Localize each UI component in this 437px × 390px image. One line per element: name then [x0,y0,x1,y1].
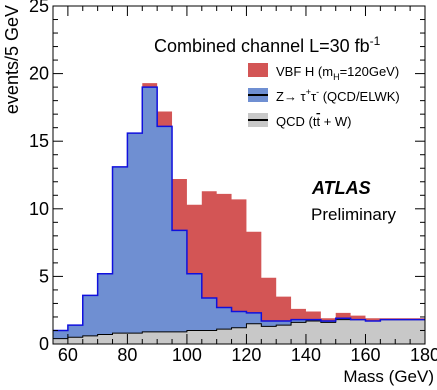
legend-label-z-tautau: Z→ τ+τ- (QCD/ELWK) [276,87,400,104]
bin-bar-s2-11 [217,194,232,308]
bin-bar-s1-10 [202,298,217,330]
legend-swatch-vbf-h [248,63,268,77]
bin-bar-s0-22 [380,320,395,344]
legend-label-qcd: QCD (tt + W) [276,114,352,129]
bin-bar-s0-14 [261,326,276,344]
y-tick-label-0: 0 [39,334,49,354]
plot-frame [52,5,426,345]
x-tick-label-180: 180 [410,345,437,365]
bin-bar-s2-7 [157,111,172,126]
bin-bar-s1-2 [83,295,98,336]
y-tick-label-20: 20 [29,64,49,84]
bin-bar-s0-23 [395,320,410,344]
z-tautau-edge-line [53,86,425,340]
bin-bar-s0-2 [83,336,98,344]
chart-title: Combined channel L=30 fb-1 [154,34,381,56]
bin-bar-s0-6 [142,332,157,344]
atlas-preliminary-label: Preliminary [311,205,397,224]
bin-bar-s0-19 [336,320,351,344]
bin-bar-s0-7 [157,332,172,344]
legend: VBF H (mH=120GeV) Z→ τ+τ- (QCD/ELWK) QCD… [248,63,400,129]
y-axis-label: events/5 GeV [2,5,22,114]
bin-bar-s2-13 [246,232,261,313]
series-area-1 [53,87,425,339]
y-tick-label-15: 15 [29,131,49,151]
x-tick-label-80: 80 [117,345,137,365]
bin-bar-s1-9 [187,274,202,331]
bin-bar-s1-3 [98,274,113,335]
legend-item-vbf-h: VBF H (mH=120GeV) [248,63,399,82]
y-tick-label-5: 5 [39,266,49,286]
bin-bar-s1-0 [53,330,68,338]
bin-bar-s0-12 [232,328,247,344]
bin-bar-s0-11 [217,329,232,344]
axis-tick-labels: 60 80 100 120 140 160 180 0 5 10 15 20 25 [29,0,437,365]
bin-bar-s0-15 [276,325,291,344]
x-tick-label-60: 60 [58,345,78,365]
series-area-2 [53,83,425,331]
y-tick-label-25: 25 [29,0,49,16]
legend-label-vbf-h: VBF H (mH=120GeV) [276,64,399,82]
bin-bar-s0-1 [68,337,83,344]
z-tautau-outline [53,86,425,332]
bin-bar-s0-18 [321,322,336,344]
bin-bar-s2-8 [172,179,187,230]
bin-bar-s0-13 [246,324,261,344]
bin-bar-s1-6 [142,87,157,332]
y-tick-label-10: 10 [29,199,49,219]
bin-bar-s1-8 [172,230,187,331]
x-tick-label-100: 100 [172,345,202,365]
x-tick-label-140: 140 [291,345,321,365]
bin-bar-s0-8 [172,332,187,344]
series-area-0 [53,319,425,344]
bin-bar-s1-11 [217,307,232,329]
x-tick-label-120: 120 [231,345,261,365]
bin-bar-s0-21 [365,321,380,344]
bin-bar-s0-20 [351,320,366,344]
bin-bar-s1-14 [261,321,276,326]
bin-bar-s2-16 [291,309,306,320]
bin-bar-s0-17 [306,321,321,344]
bin-bar-s2-14 [261,278,276,321]
bin-bar-s0-4 [113,333,128,344]
bin-bar-s2-15 [276,297,291,321]
atlas-label: ATLAS [311,178,371,198]
bin-bar-s1-12 [232,312,247,328]
bin-bar-s2-10 [202,191,217,298]
bin-bar-s2-19 [336,313,351,318]
bin-bar-s1-7 [157,126,172,332]
x-axis-label: Mass (GeV) [343,367,434,386]
bin-bar-s1-1 [68,325,83,337]
stacked-histogram [53,83,425,344]
bin-bar-s2-12 [232,199,247,311]
bin-bar-s0-24 [410,320,425,344]
bin-bar-s2-17 [306,312,321,320]
bin-bar-s0-10 [202,330,217,344]
bin-bar-s1-13 [246,313,261,324]
bin-bar-s0-5 [127,333,142,344]
x-tick-label-160: 160 [350,345,380,365]
legend-item-z-tautau: Z→ τ+τ- (QCD/ELWK) [248,87,400,104]
bin-bar-s0-3 [98,335,113,344]
bin-bar-s2-9 [187,205,202,274]
legend-item-qcd: QCD (tt + W) [248,113,352,129]
bin-bar-s1-5 [127,133,142,333]
bin-bar-s0-16 [291,322,306,344]
axis-ticks [53,5,426,345]
bin-bar-s1-4 [113,167,128,333]
bin-bar-s0-0 [53,339,68,344]
bin-bar-s0-9 [187,330,202,344]
